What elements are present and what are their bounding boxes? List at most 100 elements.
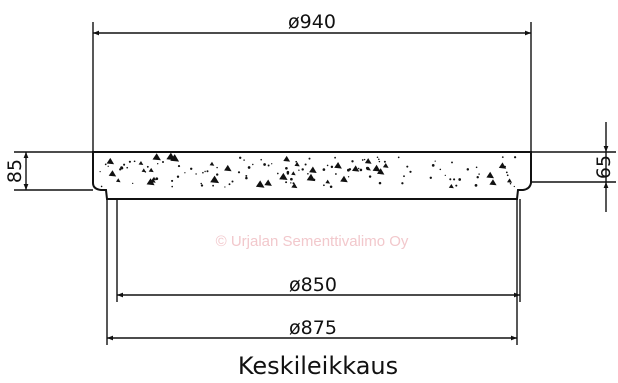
aggregate-speck [501,156,504,158]
aggregate-speck [298,169,300,171]
aggregate-speck [382,163,389,168]
aggregate-speck [151,176,156,181]
aggregate-speck [486,171,494,179]
dim-label-875: ø875 [289,317,337,339]
aggregate-speck [148,167,154,173]
aggregate-speck [108,170,117,177]
aggregate-speck [326,164,329,167]
aggregate-speck [366,166,371,171]
aggregate-speck [252,163,254,166]
aggregate-speck [334,156,336,159]
aggregate-speck [216,166,218,169]
aggregate-speck [505,171,508,174]
dim-label-85: 85 [4,159,26,183]
aggregate-speck [116,178,121,183]
aggregate-speck [202,171,204,174]
aggregate-speck [361,159,364,161]
aggregate-speck [206,170,209,173]
aggregate-speck [224,186,226,188]
aggregate-speck [340,175,348,183]
aggregate-speck [325,179,331,184]
aggregate-speck [431,164,435,167]
aggregate-speck [429,176,432,179]
aggregate-speck [357,167,360,170]
aggregate-speck [466,168,470,171]
aggregate-speck [231,180,234,183]
aggregate-speck [513,156,517,159]
aggregate-speck [377,168,385,175]
aggregate-speck [378,160,381,163]
aggregate-speck [378,158,380,161]
aggregate-speck [439,168,442,171]
aggregate-speck [506,174,509,177]
aggregate-speck [444,174,446,177]
aggregate-speck [308,157,311,160]
aggregate-speck [216,173,219,176]
aggregate-speck [323,184,325,187]
aggregate-speck [209,161,215,166]
aggregate-speck [243,159,245,161]
aggregate-speck [237,171,241,174]
aggregate-speck [239,156,242,159]
aggregate-speck [307,173,309,175]
aggregate-speck [301,168,304,171]
aggregate-speck [347,176,350,178]
aggregate-speck [476,176,479,179]
aggregate-speck [176,175,180,178]
aggregate-speck [372,164,381,172]
aggregate-speck [138,161,144,165]
extension-lines [14,22,616,345]
aggregate-speck [401,182,404,185]
aggregate-speck [285,181,288,184]
aggregate-speck [120,166,123,169]
aggregate-speck [228,183,231,186]
aggregate-speck [279,175,284,180]
aggregate-speck [255,180,265,188]
aggregate-speck [133,160,136,163]
aggregate-speck [107,165,109,167]
aggregate-speck [406,165,409,168]
aggregate-speck [383,160,386,163]
aggregate-speck [507,178,513,183]
aggregate-speck [106,157,115,165]
aggregate-speck [498,162,507,169]
aggregate-speck [334,162,342,169]
aggregate-speck [260,158,262,161]
aggregate-speck [224,164,232,172]
aggregate-speck [190,167,193,170]
aggregate-speck [200,184,204,187]
aggregate-speck [104,163,107,166]
aggregate-speck [285,166,288,170]
aggregate-speck [304,163,307,166]
aggregate-speck [359,168,363,172]
dim-label-65: 65 [593,155,615,179]
aggregate-speck [290,177,293,181]
aggregate-speck [458,178,462,181]
concrete-aggregate [99,152,517,189]
aggregate-speck [330,165,334,169]
aggregate-speck [283,155,291,162]
aggregate-speck [489,179,497,186]
aggregate-speck [171,185,173,188]
aggregate-speck [364,158,372,164]
aggregate-speck [312,178,316,182]
aggregate-speck [291,171,296,176]
aggregate-speck [100,185,103,188]
aggregate-speck [210,175,220,184]
aggregate-speck [451,161,453,164]
aggregate-speck [146,178,155,186]
aggregate-speck [184,172,186,174]
dim-label-850: ø850 [289,274,337,296]
dimension-lines [23,30,609,341]
dim-label-940: ø940 [288,11,336,33]
aggregate-speck [146,165,149,168]
aggregate-speck [245,174,248,177]
aggregate-speck [155,177,159,181]
aggregate-speck [352,165,360,172]
aggregate-speck [295,160,298,163]
aggregate-speck [329,185,333,188]
aggregate-speck [212,184,214,187]
aggregate-speck [449,178,452,181]
aggregate-speck [322,168,326,171]
